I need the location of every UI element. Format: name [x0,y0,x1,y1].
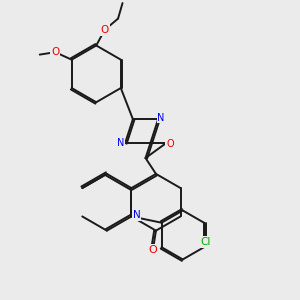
Text: N: N [158,113,165,123]
Text: O: O [148,245,158,255]
Text: Cl: Cl [200,237,211,247]
Text: N: N [133,210,141,220]
Text: N: N [117,138,124,148]
Text: O: O [51,47,59,57]
Text: O: O [166,139,174,149]
Text: O: O [100,25,109,35]
